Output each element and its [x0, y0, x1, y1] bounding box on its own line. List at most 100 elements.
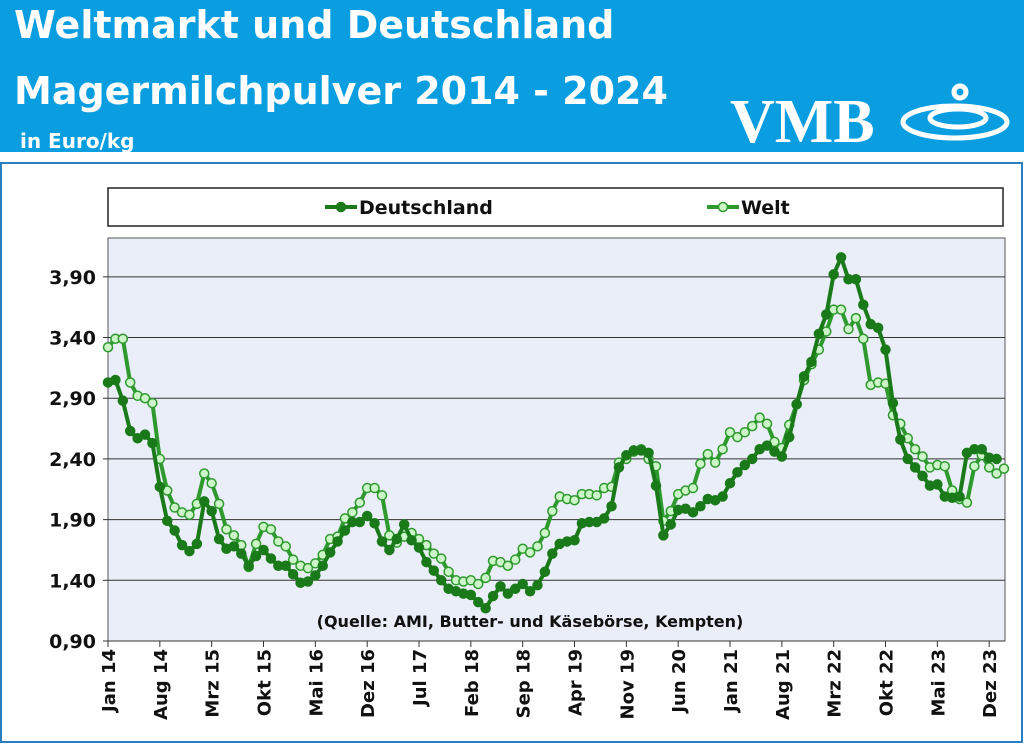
- data-point: [769, 446, 780, 457]
- data-point: [413, 542, 425, 553]
- data-point: [821, 309, 832, 320]
- y-tick-label: 3,90: [49, 267, 96, 289]
- data-point: [695, 501, 706, 512]
- data-point: [169, 525, 180, 536]
- data-point: [828, 269, 839, 280]
- data-point: [702, 448, 714, 460]
- data-point: [732, 431, 743, 443]
- data-point: [139, 392, 151, 404]
- data-point: [954, 491, 965, 502]
- x-tick-label: Aug 21: [773, 649, 794, 720]
- data-point: [791, 399, 802, 410]
- x-tick-label: Jan 14: [99, 649, 120, 714]
- data-point: [917, 470, 928, 482]
- data-point: [435, 575, 447, 586]
- data-point: [872, 322, 884, 334]
- data-point: [369, 518, 380, 529]
- data-point: [709, 457, 721, 468]
- data-point: [250, 550, 262, 562]
- data-point: [428, 565, 440, 576]
- x-tick-label: Dez 16: [358, 649, 379, 718]
- data-point: [532, 541, 543, 552]
- data-point: [221, 524, 232, 535]
- x-tick-label: Mrz 22: [825, 649, 846, 718]
- data-point: [917, 451, 928, 462]
- data-point: [465, 589, 477, 601]
- data-point: [510, 554, 521, 565]
- data-point: [391, 533, 403, 545]
- data-point: [902, 453, 913, 465]
- data-point: [643, 447, 654, 459]
- data-point: [784, 431, 795, 443]
- data-point: [384, 544, 395, 556]
- data-point: [169, 502, 180, 513]
- legend-marker: [335, 201, 347, 213]
- data-point: [606, 501, 617, 512]
- data-point: [191, 538, 203, 550]
- data-point: [317, 560, 328, 571]
- data-point: [687, 482, 699, 494]
- y-tick-label: 1,90: [49, 510, 96, 532]
- data-point: [228, 530, 240, 541]
- data-point: [858, 299, 869, 311]
- data-point: [754, 412, 765, 423]
- data-point: [835, 252, 847, 263]
- x-tick-label: Apr 19: [566, 649, 587, 716]
- data-point: [961, 497, 973, 508]
- data-point: [547, 505, 558, 517]
- data-point: [472, 578, 484, 590]
- x-tick-label: Mai 23: [928, 649, 949, 717]
- data-point: [265, 524, 277, 535]
- data-point: [324, 547, 336, 558]
- data-point: [236, 548, 247, 559]
- data-point: [613, 462, 625, 473]
- data-point: [199, 468, 210, 479]
- data-point: [895, 434, 906, 445]
- y-tick-label: 2,40: [49, 449, 96, 471]
- data-point: [724, 477, 736, 489]
- data-point: [717, 491, 728, 502]
- x-tick-label: Mai 16: [306, 649, 327, 717]
- data-point: [539, 566, 551, 578]
- x-tick-label: Okt 22: [877, 649, 898, 716]
- data-point: [213, 498, 225, 510]
- data-point: [472, 596, 484, 608]
- data-point: [695, 458, 706, 470]
- data-point: [732, 467, 743, 478]
- data-point: [124, 377, 136, 388]
- y-tick-label: 1,40: [49, 570, 96, 592]
- data-point: [287, 568, 299, 580]
- data-point: [687, 507, 699, 518]
- data-point: [354, 497, 366, 508]
- data-point: [658, 530, 669, 541]
- data-point: [850, 274, 862, 285]
- data-point: [154, 481, 166, 493]
- data-point: [250, 538, 262, 550]
- data-point: [524, 585, 536, 597]
- data-point: [939, 460, 951, 472]
- data-point: [835, 304, 847, 315]
- data-point: [480, 602, 491, 614]
- data-point: [102, 341, 114, 353]
- data-point: [287, 554, 299, 565]
- data-point: [206, 477, 217, 489]
- data-point: [502, 588, 514, 599]
- data-point: [724, 426, 736, 438]
- data-point: [243, 560, 254, 571]
- data-point: [761, 418, 773, 429]
- plot-area: [107, 237, 1006, 642]
- data-point: [480, 572, 491, 584]
- x-tick-label: Jan 21: [721, 649, 742, 714]
- data-point: [850, 312, 862, 324]
- data-point: [117, 395, 129, 406]
- data-point: [991, 453, 1002, 465]
- data-point: [858, 333, 869, 344]
- data-point: [339, 525, 351, 536]
- x-tick-label: Dez 23: [980, 649, 1001, 718]
- data-point: [591, 490, 602, 501]
- data-point: [435, 553, 447, 564]
- data-point: [161, 515, 173, 527]
- data-point: [347, 507, 358, 518]
- data-point: [487, 590, 499, 602]
